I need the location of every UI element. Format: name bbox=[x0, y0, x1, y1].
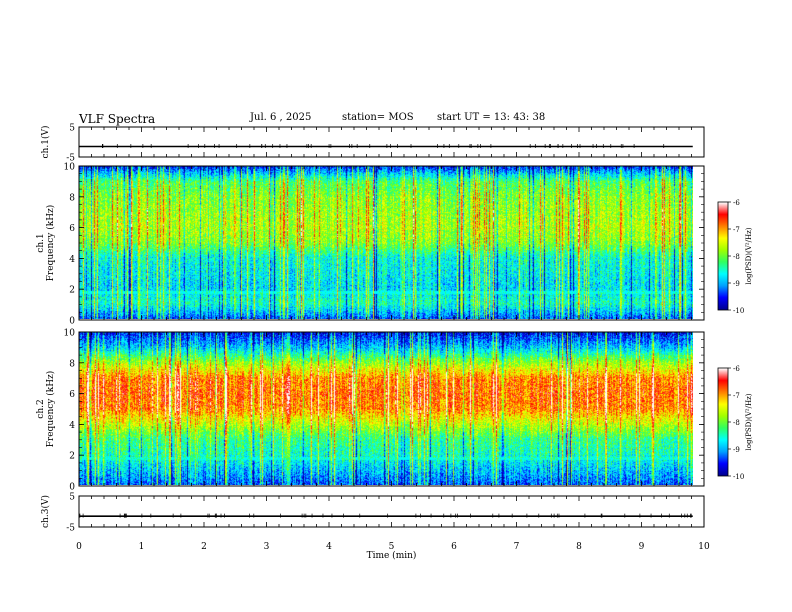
y-tick-label: 10 bbox=[64, 163, 76, 173]
x-tick-label: 9 bbox=[639, 542, 645, 552]
y-axis-label: Frequency (kHz) bbox=[45, 205, 56, 282]
y-axis-label: Frequency (kHz) bbox=[45, 371, 56, 448]
x-tick-label: 1 bbox=[139, 542, 145, 552]
y-tick-label: 5 bbox=[69, 493, 75, 503]
colorbar-frame bbox=[717, 201, 729, 311]
date-label: Jul. 6 , 2025 bbox=[250, 112, 312, 123]
x-tick-label: 8 bbox=[576, 542, 582, 552]
y-tick-label: 2 bbox=[69, 452, 75, 462]
colorbar-frame bbox=[717, 367, 729, 477]
colorbar-label: log(PSD)(V²/Hz) bbox=[745, 393, 753, 450]
y-tick-label: -5 bbox=[66, 154, 75, 164]
y-axis-label: ch.1(V) bbox=[40, 126, 51, 159]
y-tick-label: 0 bbox=[69, 483, 75, 493]
y-tick-label: 5 bbox=[69, 124, 75, 134]
start-ut-label: start UT = 13: 43: 38 bbox=[437, 112, 546, 123]
station-label: station= MOS bbox=[342, 112, 414, 123]
colorbar-label: log(PSD)(V²/Hz) bbox=[745, 227, 753, 284]
ch1-colorbar-image bbox=[718, 202, 728, 310]
y-tick-label: 8 bbox=[69, 193, 75, 203]
y-tick-label: -5 bbox=[66, 524, 75, 534]
ch2-spectrogram-image bbox=[79, 332, 693, 485]
colorbar-tick-label: -9 bbox=[733, 280, 740, 288]
colorbar-tick-label: -7 bbox=[733, 226, 740, 234]
y-axis-label: ch.2 bbox=[36, 399, 46, 418]
y-tick-label: 8 bbox=[69, 359, 75, 369]
colorbar-tick-label: -6 bbox=[733, 365, 740, 373]
x-tick-label: 5 bbox=[389, 542, 395, 552]
x-tick-label: 2 bbox=[201, 542, 207, 552]
colorbar-tick-label: -7 bbox=[733, 392, 740, 400]
x-axis-label: Time (min) bbox=[367, 550, 417, 561]
colorbar-tick-label: -8 bbox=[733, 253, 740, 261]
colorbar-tick-label: -6 bbox=[733, 199, 740, 207]
y-tick-label: 0 bbox=[69, 317, 75, 327]
y-tick-label: 10 bbox=[64, 329, 76, 339]
panel-frame-3 bbox=[78, 331, 705, 487]
y-tick-label: 4 bbox=[69, 255, 75, 265]
ch2-colorbar-image bbox=[718, 368, 728, 476]
y-axis-label: ch.3(V) bbox=[40, 495, 51, 528]
y-tick-label: 6 bbox=[69, 390, 75, 400]
y-axis-label: ch.1 bbox=[36, 233, 46, 252]
colorbar-tick-label: -8 bbox=[733, 419, 740, 427]
x-tick-label: 7 bbox=[514, 542, 520, 552]
panel-frame-2 bbox=[78, 165, 705, 321]
x-tick-label: 0 bbox=[76, 542, 82, 552]
x-tick-label: 4 bbox=[326, 542, 332, 552]
x-tick-label: 10 bbox=[698, 542, 710, 552]
ch1-spectrogram-image bbox=[79, 166, 693, 319]
x-tick-label: 6 bbox=[451, 542, 457, 552]
colorbar-tick-label: -10 bbox=[733, 473, 744, 481]
y-tick-label: 2 bbox=[69, 286, 75, 296]
colorbar-tick-label: -10 bbox=[733, 307, 744, 315]
y-tick-label: 4 bbox=[69, 421, 75, 431]
x-tick-label: 3 bbox=[264, 542, 270, 552]
colorbar-tick-label: -9 bbox=[733, 446, 740, 454]
figure-title: VLF Spectra bbox=[79, 112, 156, 126]
y-tick-label: 6 bbox=[69, 224, 75, 234]
